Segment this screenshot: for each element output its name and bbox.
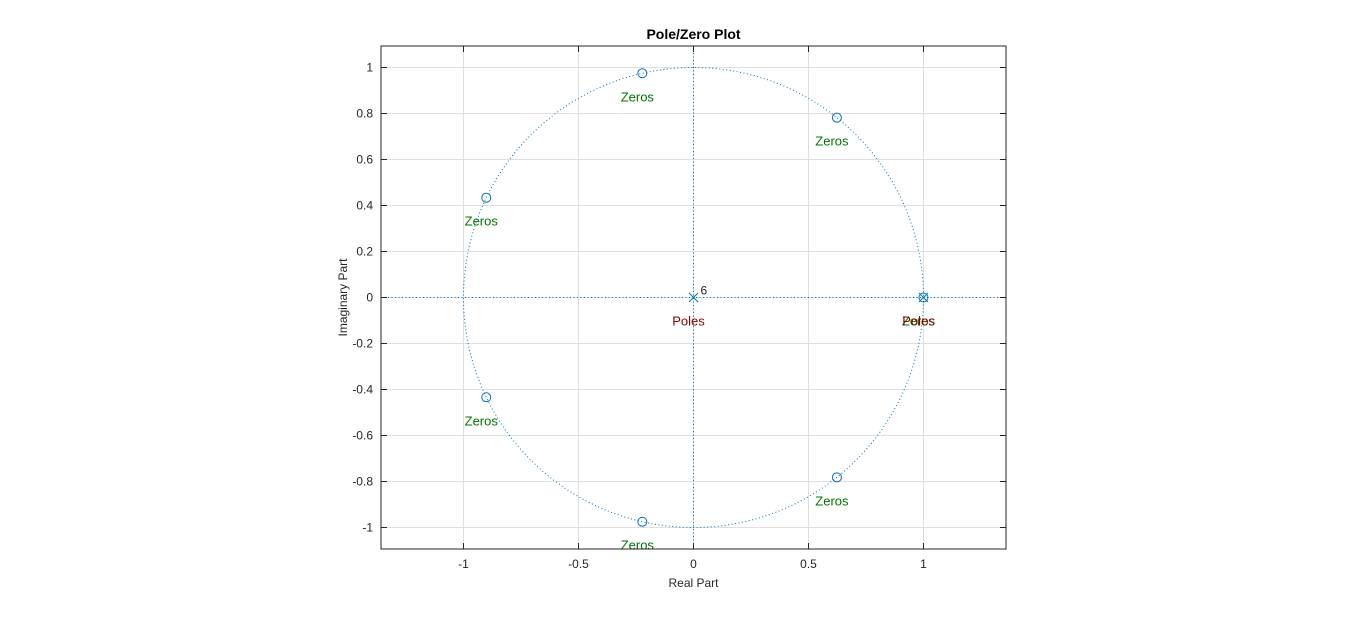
zeros-data-label: Zeros [621,538,655,553]
zero-marker [831,112,842,123]
y-tick-label: -0.2 [352,337,373,351]
zeros-data-label: Zeros [465,214,499,229]
zero-marker [918,292,929,303]
pole-marker-stroke [688,292,699,303]
pole-marker-stroke [918,292,929,303]
y-tick-label: 0.2 [356,245,373,259]
x-tick-label: 1 [920,557,927,571]
y-tick-label: 1 [366,61,373,75]
y-tick-label: -1 [362,521,373,535]
pole-multiplicity-label: 6 [701,284,708,298]
y-tick-label: 0.6 [356,153,373,167]
zeros-data-label: Zeros [621,89,655,104]
y-tick-label: 0 [366,291,373,305]
zero-marker [831,472,842,483]
zeros-data-label: Zeros [815,493,849,508]
y-tick-label: 0.4 [356,199,373,213]
y-tick-label: -0.6 [352,429,373,443]
y-axis-label: Imaginary Part [336,258,350,337]
x-tick-label: 0.5 [800,557,817,571]
zero-marker [481,392,492,403]
x-tick-label: -1 [458,557,469,571]
zero-marker [481,192,492,203]
pole-marker [918,292,929,303]
zero-marker [637,68,648,79]
zeros-data-label: Zeros [465,413,499,428]
x-tick-label: -0.5 [568,557,589,571]
pole-marker [688,292,699,303]
poles-data-label: Poles [672,314,705,329]
zeros-data-label: Zeros [902,314,936,329]
x-axis-label: Real Part [668,576,719,590]
poles-data-label: Poles [902,314,935,329]
zero-marker [637,516,648,527]
axis-ticks: -1 -0.5 0 0.5 1 1 0.8 0.6 0.4 0.2 0 -0.2 -0.4 -0.6 -0.… [352,46,1006,571]
chart-title: Pole/Zero Plot [646,26,740,42]
y-tick-label: -0.8 [352,475,373,489]
pole-zero-marks: Zeros Zeros Zeros Zeros Zeros Zeros Zeros 6 Pole… [465,68,936,553]
y-tick-label: -0.4 [352,383,373,397]
y-tick-label: 0.8 [356,107,373,121]
zeros-data-label: Zeros [815,134,849,149]
x-tick-label: 0 [690,557,697,571]
